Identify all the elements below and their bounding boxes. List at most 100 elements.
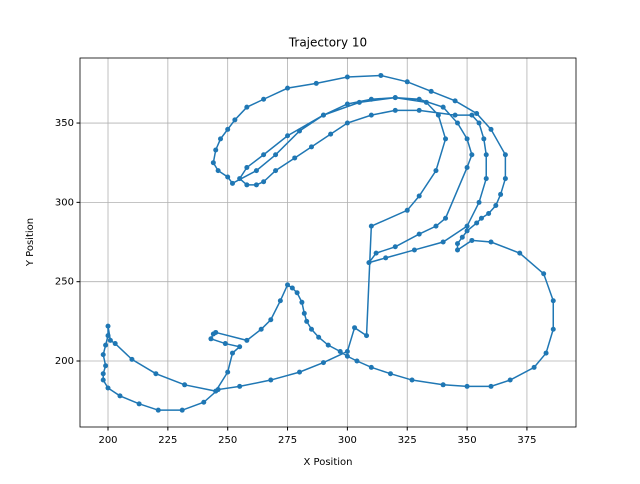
point (469, 152, 475, 158)
point (294, 290, 300, 296)
point (244, 337, 250, 343)
point (313, 80, 319, 86)
y-tick-label: 200 (55, 356, 74, 367)
x-tick-label: 350 (458, 435, 477, 446)
x-tick-label: 300 (338, 435, 357, 446)
point (308, 144, 314, 150)
point (452, 98, 458, 104)
point (253, 182, 259, 188)
point (258, 326, 264, 332)
point (222, 341, 228, 347)
point (423, 99, 429, 105)
point (100, 352, 106, 358)
point (112, 341, 118, 347)
point (459, 234, 465, 240)
point (502, 176, 508, 182)
x-axis-label: X Position (304, 457, 353, 468)
point (213, 388, 219, 394)
point (543, 350, 549, 356)
point (478, 215, 484, 221)
point (483, 152, 489, 158)
point (344, 120, 350, 126)
point (440, 104, 446, 110)
point (208, 336, 214, 342)
point (344, 74, 350, 80)
point (550, 326, 556, 332)
point (103, 363, 109, 369)
point (320, 360, 326, 366)
point (232, 117, 238, 123)
point (344, 353, 350, 359)
point (299, 299, 305, 305)
point (433, 168, 439, 174)
point (469, 237, 475, 243)
point (292, 155, 298, 161)
point (383, 255, 389, 261)
point (297, 128, 303, 134)
point (433, 223, 439, 229)
point (404, 207, 410, 213)
x-tick-label: 250 (218, 435, 237, 446)
point (225, 126, 231, 132)
point (474, 111, 480, 117)
point (179, 407, 185, 413)
point (435, 112, 441, 118)
point (541, 271, 547, 277)
point (261, 96, 267, 102)
point (368, 96, 374, 102)
point (229, 180, 235, 186)
point (440, 382, 446, 388)
point (100, 371, 106, 377)
point (416, 96, 422, 102)
point (308, 326, 314, 332)
point (103, 342, 109, 348)
point (344, 101, 350, 107)
point (366, 260, 372, 266)
point (105, 385, 111, 391)
point (261, 179, 267, 185)
point (476, 120, 482, 126)
point (273, 168, 279, 174)
point (289, 285, 295, 291)
point (411, 247, 417, 253)
point (464, 228, 470, 234)
point (486, 210, 492, 216)
point (464, 383, 470, 389)
point (352, 325, 358, 331)
point (182, 382, 188, 388)
point (392, 244, 398, 250)
point (498, 191, 504, 197)
point (464, 223, 470, 229)
point (244, 104, 250, 110)
plot-frame (79, 57, 577, 428)
point (225, 174, 231, 180)
point (476, 199, 482, 205)
point (213, 147, 219, 153)
point (493, 203, 499, 209)
point (488, 239, 494, 245)
point (507, 377, 513, 383)
point (378, 72, 384, 78)
point (464, 136, 470, 142)
x-tick-label: 200 (98, 435, 117, 446)
x-tick-label: 375 (517, 435, 536, 446)
point (268, 317, 274, 323)
point (218, 136, 224, 142)
point (237, 176, 243, 182)
point (409, 377, 415, 383)
y-tick-label: 350 (55, 118, 74, 129)
point (354, 358, 360, 364)
point (550, 298, 556, 304)
point (392, 95, 398, 101)
point (261, 152, 267, 158)
point (368, 112, 374, 118)
point (373, 250, 379, 256)
x-tick-label: 275 (278, 435, 297, 446)
point (268, 377, 274, 383)
point (328, 131, 334, 137)
y-tick-label: 250 (55, 277, 74, 288)
point (488, 383, 494, 389)
point (416, 107, 422, 113)
point (117, 393, 123, 399)
point (364, 333, 370, 339)
